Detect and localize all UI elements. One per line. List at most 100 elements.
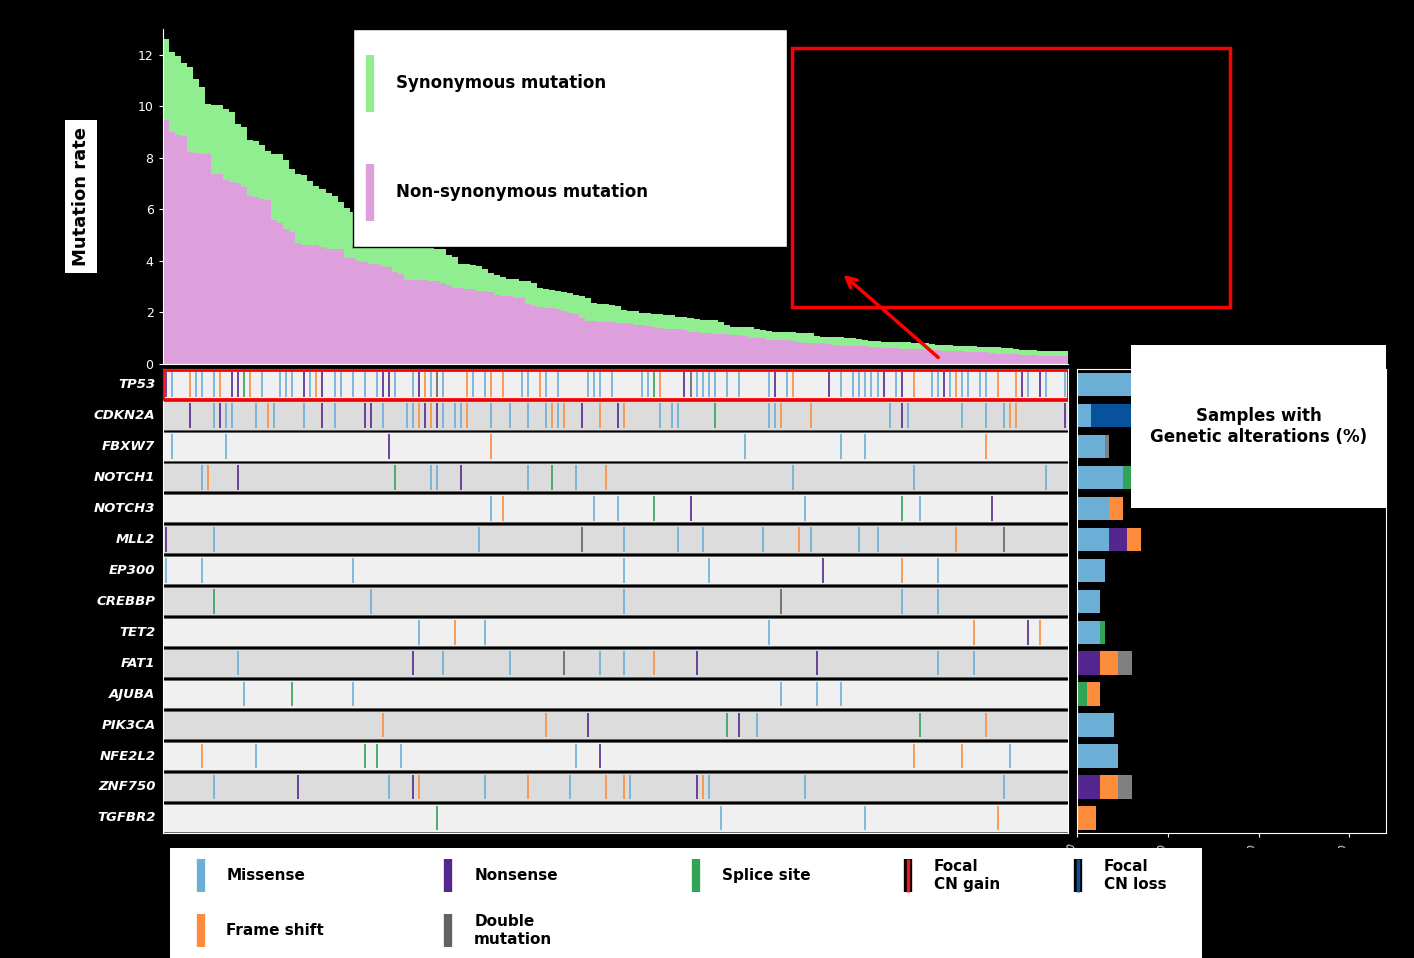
Bar bbox=[307, 245, 314, 364]
Bar bbox=[1104, 435, 1109, 458]
Text: NOTCH3: NOTCH3 bbox=[93, 502, 156, 514]
Bar bbox=[591, 321, 597, 364]
Text: Focal
CN loss: Focal CN loss bbox=[1104, 859, 1167, 892]
Bar bbox=[754, 329, 759, 364]
Bar bbox=[1077, 403, 1092, 427]
Bar bbox=[585, 321, 591, 364]
Bar bbox=[766, 331, 772, 364]
Bar bbox=[796, 342, 802, 364]
Bar bbox=[687, 318, 693, 364]
Bar bbox=[519, 281, 525, 364]
Bar bbox=[314, 245, 320, 364]
Bar bbox=[953, 346, 959, 364]
Bar bbox=[718, 333, 724, 364]
Bar bbox=[935, 345, 940, 364]
Bar bbox=[1077, 589, 1100, 613]
Bar bbox=[881, 348, 887, 364]
Bar bbox=[434, 249, 440, 364]
Bar bbox=[349, 212, 356, 364]
Bar bbox=[386, 230, 392, 364]
Bar bbox=[392, 272, 397, 364]
Bar bbox=[488, 273, 495, 364]
Text: Focal
CN gain: Focal CN gain bbox=[933, 859, 1000, 892]
Bar bbox=[676, 317, 682, 364]
Bar bbox=[301, 244, 307, 364]
Bar bbox=[482, 269, 488, 364]
Bar bbox=[778, 340, 783, 364]
Bar bbox=[905, 349, 911, 364]
Bar bbox=[700, 332, 706, 364]
Bar bbox=[259, 199, 266, 364]
Bar bbox=[253, 196, 259, 364]
Bar bbox=[397, 274, 404, 364]
Text: Splice site: Splice site bbox=[723, 868, 810, 883]
Text: TGFBR2: TGFBR2 bbox=[98, 811, 156, 825]
Bar bbox=[669, 330, 676, 364]
Bar bbox=[1109, 496, 1123, 520]
Bar bbox=[1038, 351, 1044, 364]
Bar bbox=[163, 741, 1068, 770]
Bar bbox=[578, 318, 585, 364]
Bar bbox=[959, 346, 964, 364]
Bar bbox=[404, 280, 410, 364]
Bar bbox=[271, 220, 277, 364]
Bar bbox=[735, 335, 742, 364]
Bar bbox=[1077, 807, 1096, 830]
Bar bbox=[929, 351, 935, 364]
Bar bbox=[923, 350, 929, 364]
Bar bbox=[1019, 350, 1025, 364]
Text: MLL2: MLL2 bbox=[116, 533, 156, 546]
Bar bbox=[247, 195, 253, 364]
Bar bbox=[392, 232, 397, 364]
Bar bbox=[621, 323, 628, 364]
Bar bbox=[663, 315, 669, 364]
Bar bbox=[283, 229, 290, 364]
Bar bbox=[1273, 373, 1299, 396]
Bar bbox=[602, 304, 609, 364]
Bar bbox=[1118, 775, 1131, 799]
Bar bbox=[700, 320, 706, 364]
Bar bbox=[1049, 356, 1055, 364]
Text: FAT1: FAT1 bbox=[120, 656, 156, 670]
Bar bbox=[790, 340, 796, 364]
Bar bbox=[421, 281, 428, 364]
Bar bbox=[344, 259, 349, 364]
Bar bbox=[368, 216, 373, 364]
Bar bbox=[833, 345, 839, 364]
Bar bbox=[916, 343, 923, 364]
Bar bbox=[1007, 349, 1014, 364]
Bar bbox=[1100, 775, 1118, 799]
Bar bbox=[259, 145, 266, 364]
Bar bbox=[247, 140, 253, 364]
Bar bbox=[549, 308, 554, 364]
Bar bbox=[223, 180, 229, 364]
Bar bbox=[724, 326, 730, 364]
Bar bbox=[1077, 744, 1118, 767]
Bar bbox=[796, 332, 802, 364]
Text: Nonsense: Nonsense bbox=[474, 868, 557, 883]
Bar bbox=[338, 249, 344, 364]
Bar bbox=[892, 349, 899, 364]
Bar bbox=[628, 310, 633, 364]
Bar bbox=[778, 332, 783, 364]
Bar bbox=[501, 296, 506, 364]
Bar bbox=[320, 247, 325, 364]
Bar bbox=[609, 323, 615, 364]
Text: ZNF750: ZNF750 bbox=[98, 781, 156, 793]
Bar bbox=[1092, 403, 1200, 427]
Bar bbox=[940, 345, 947, 364]
Bar bbox=[440, 283, 447, 364]
Bar bbox=[501, 278, 506, 364]
Bar bbox=[235, 183, 240, 364]
Bar bbox=[380, 221, 386, 364]
Bar bbox=[711, 320, 718, 364]
Bar bbox=[964, 352, 971, 364]
Bar bbox=[506, 296, 512, 364]
Bar bbox=[790, 332, 796, 364]
Bar bbox=[477, 290, 482, 364]
Bar bbox=[977, 353, 983, 364]
Bar bbox=[296, 174, 301, 364]
Bar bbox=[935, 351, 940, 364]
Bar bbox=[344, 209, 349, 364]
Bar bbox=[458, 288, 464, 364]
